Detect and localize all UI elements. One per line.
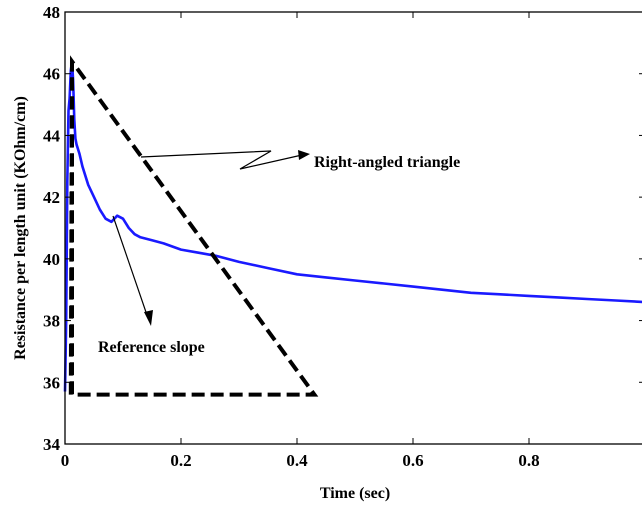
x-tick-label: 0.6	[402, 451, 423, 470]
x-tick-label: 0.4	[286, 451, 308, 470]
plot-frame	[64, 11, 642, 445]
x-axis-label: Time (sec)	[320, 485, 390, 502]
y-tick-label: 42	[43, 188, 60, 207]
series-layer	[63, 55, 642, 397]
y-tick-label: 48	[43, 3, 60, 22]
y-tick-label: 34	[43, 435, 61, 454]
series-triangle-dashed	[68, 55, 319, 397]
x-tick-label: 1	[641, 451, 642, 470]
x-tick-label: 0.2	[170, 451, 191, 470]
annotation-reference-slope: Reference slope	[98, 339, 205, 356]
y-tick-label: 38	[43, 312, 60, 331]
x-tick-label: 0	[61, 451, 70, 470]
x-tick-label: 0.8	[518, 451, 539, 470]
y-tick-label: 36	[43, 373, 60, 392]
annotation-right-angled-triangle: Right-angled triangle	[314, 154, 460, 171]
y-tick-label: 40	[43, 250, 60, 269]
y-axis-label: Resistance per length unit (KOhm/cm)	[12, 96, 29, 360]
triangle-pointer-line	[140, 150, 303, 170]
triangle-pointer-arrowhead	[298, 150, 310, 160]
slope-pointer-line	[112, 215, 149, 319]
ticks-layer: 0 0.2 0.4 0.6 0.8 1 34 36 38 40 42 44 46 48	[43, 3, 642, 470]
y-tick-label: 44	[43, 126, 61, 145]
slope-pointer-arrowhead	[144, 310, 153, 326]
y-tick-label: 46	[43, 65, 60, 84]
